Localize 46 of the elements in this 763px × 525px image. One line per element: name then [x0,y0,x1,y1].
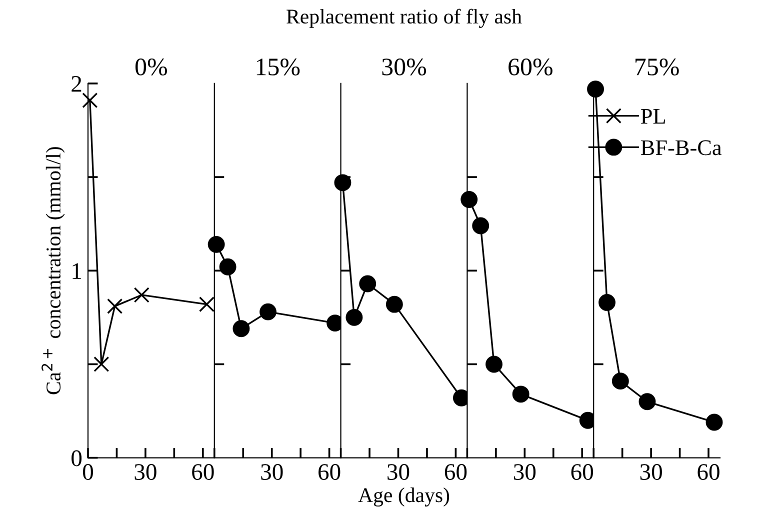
chart-title: 60% [508,58,552,76]
point [512,386,530,403]
legend-label: PL [640,109,665,124]
point [94,356,110,372]
point [346,308,363,326]
chart-title: 15% [256,58,300,76]
x-tick-label: 60 [571,464,594,480]
point [638,393,656,410]
point [472,217,490,234]
point [587,80,604,98]
x-tick-label: 30 [261,464,283,480]
point [208,236,225,253]
point [612,372,629,390]
point [260,303,276,320]
point [134,287,150,303]
point [82,92,98,108]
point [198,296,215,312]
x-tick-label: 30 [640,464,662,480]
point [107,298,123,314]
point [386,296,403,313]
x-tick-label: 30 [134,464,156,480]
chart-title: 75% [636,58,679,76]
point [598,294,616,311]
x-axis-title: Age (days) [358,488,450,506]
point [486,356,502,373]
x-tick-label: 0 [82,464,94,480]
point [359,275,376,292]
point [219,258,236,276]
x-tick-label: 30 [514,464,536,480]
x-tick-label: 60 [444,464,467,480]
point [334,174,352,192]
y-tick-label: 0 [72,450,82,466]
point [460,191,478,208]
point [706,414,723,431]
text: Replacement ratio of fly ash [286,8,522,28]
chart-title: 0% [135,58,168,76]
x-tick-label: 30 [388,464,410,480]
y-axis-title: Ca$^{2+}$ concentration (mmol/l) [42,147,65,394]
point [232,320,250,338]
y-tick-label: 2 [72,76,82,92]
x-tick-label: 60 [192,464,214,480]
legend-label: BF-B-Ca [640,140,722,156]
chart-title: 30% [382,58,426,76]
x-tick-label: 60 [698,464,720,480]
x-tick-label: 60 [318,464,340,480]
y-tick-label: 1 [72,263,82,279]
